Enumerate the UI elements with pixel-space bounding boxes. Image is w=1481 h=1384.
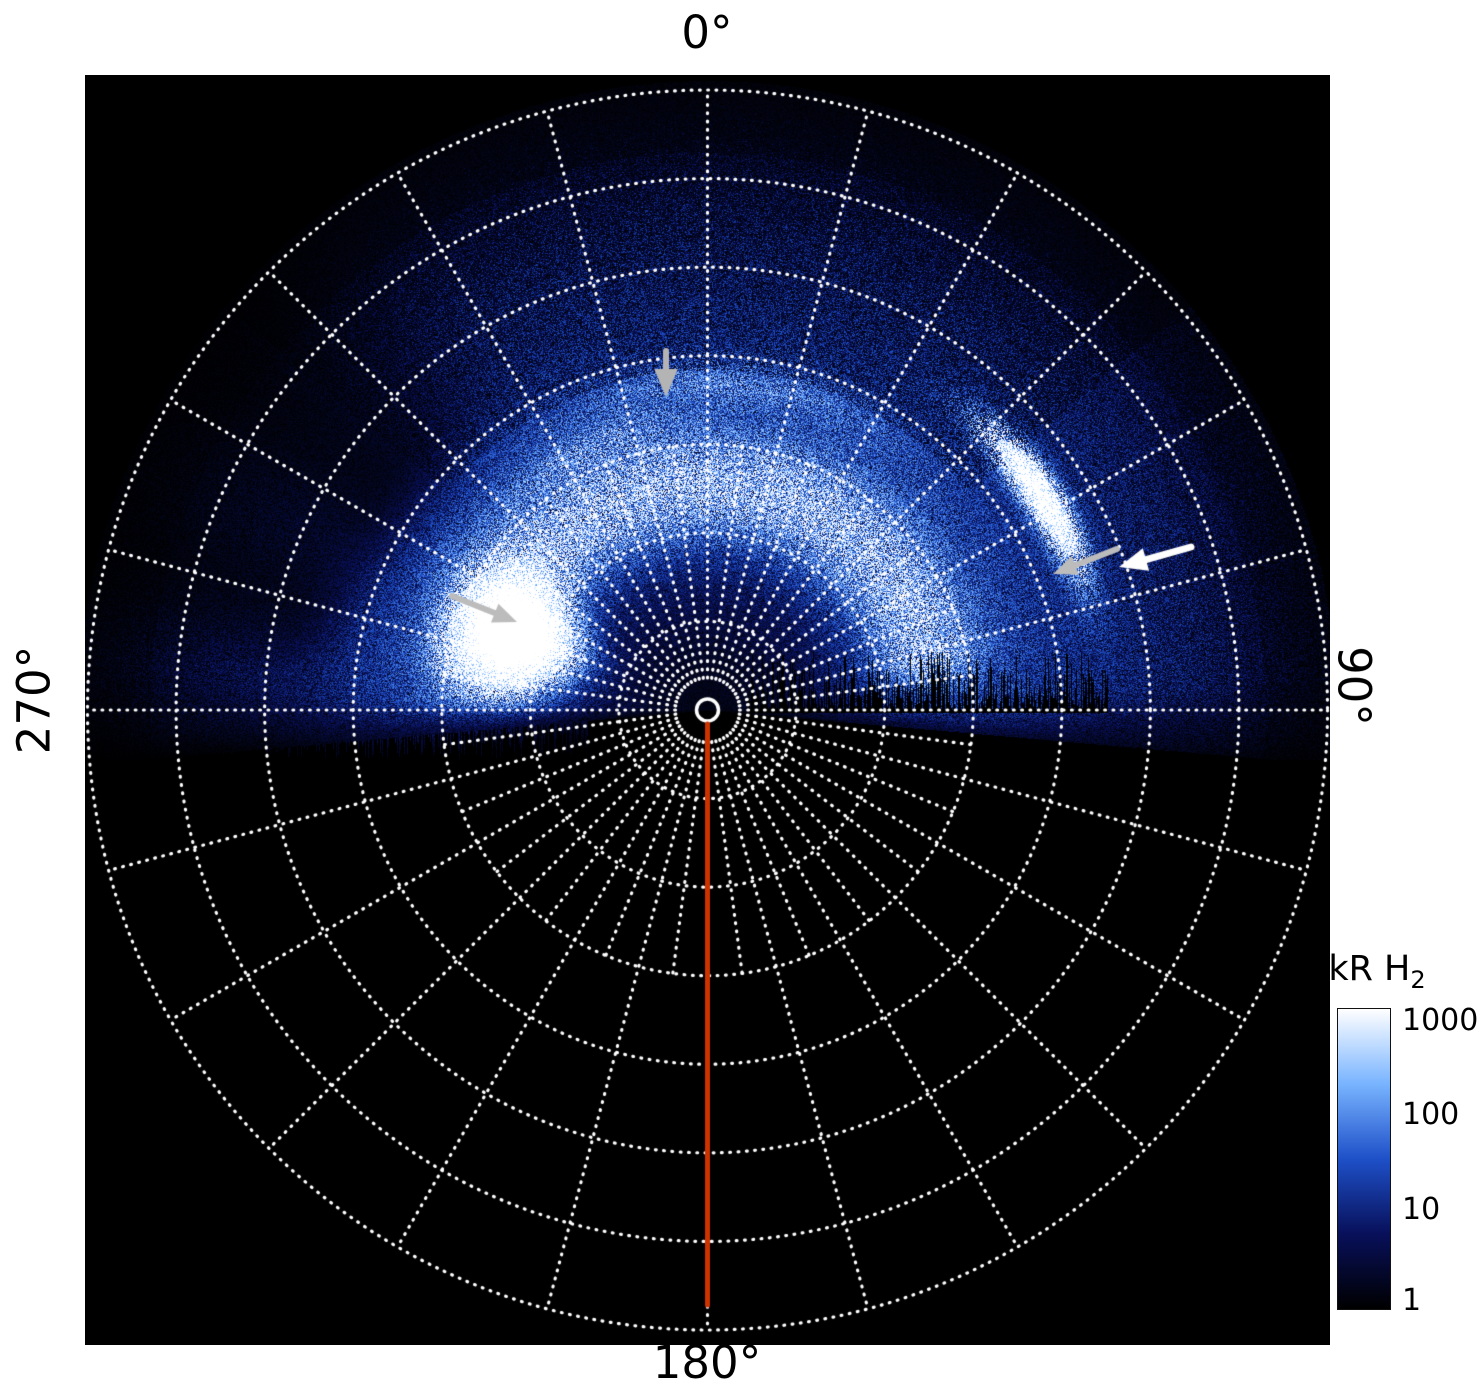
- polar-heatmap-canvas: [85, 75, 1330, 1345]
- colorbar-tick-1000: 1000: [1402, 1003, 1479, 1038]
- colorbar-tick-100: 100: [1402, 1097, 1460, 1132]
- angle-label-90: 90°: [1327, 646, 1381, 726]
- colorbar: [1337, 1008, 1391, 1310]
- angle-label-180: 180°: [652, 1336, 762, 1384]
- colorbar-title-subscript: 2: [1410, 966, 1426, 994]
- angle-label-270: 270°: [7, 645, 61, 755]
- colorbar-tick-1: 1: [1402, 1283, 1422, 1318]
- colorbar-tick-10: 10: [1402, 1192, 1441, 1227]
- colorbar-title: kR H2: [1302, 950, 1452, 993]
- colorbar-title-text: kR H: [1328, 949, 1411, 989]
- angle-label-0: 0°: [681, 6, 733, 59]
